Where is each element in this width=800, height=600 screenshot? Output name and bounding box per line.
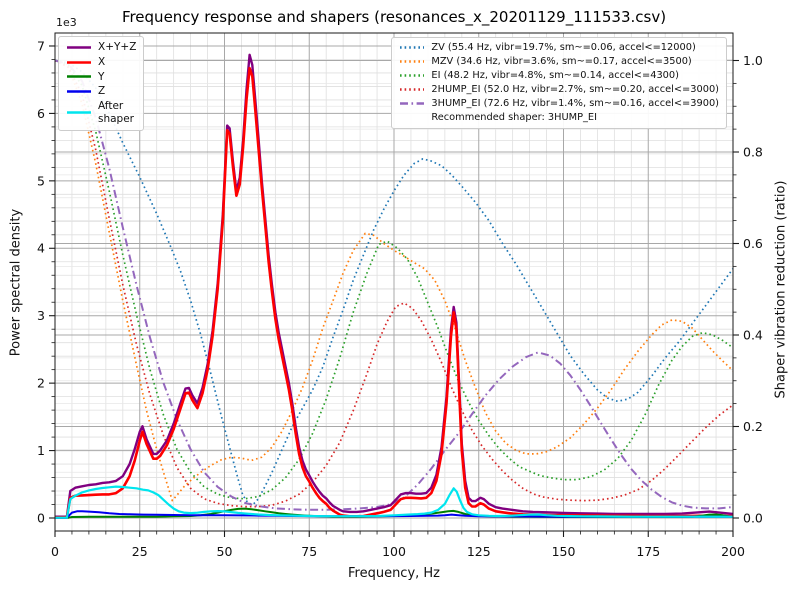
legend-label: Z [98, 85, 106, 98]
series-X-Y-Z [55, 53, 733, 518]
legend-line-swatch-icon [400, 60, 425, 64]
y-left-tick-label: 7 [37, 38, 45, 53]
legend-label: EI (48.2 Hz, vibr=4.8%, sm~=0.14, accel<… [431, 69, 679, 81]
legend-label: X+Y+Z [98, 41, 137, 53]
y-right-tick-label: 0.8 [743, 144, 763, 159]
y-left-tick-label: 0 [37, 510, 45, 525]
y-left-tick-label: 5 [37, 173, 45, 188]
x-tick-label: 200 [721, 544, 745, 559]
legend-label: After shaper [98, 100, 135, 125]
legend-item: 3HUMP_EI (72.6 Hz, vibr=1.4%, sm~=0.16, … [399, 98, 719, 110]
x-tick-label: 175 [636, 544, 660, 559]
y-right-tick-label: 0.4 [743, 327, 763, 342]
y-right-tick-label: 0.0 [743, 510, 763, 525]
series-After-shaper [55, 485, 733, 519]
x-tick-label: 25 [132, 544, 148, 559]
series-MZV [55, 59, 733, 502]
legend-label: ZV (55.4 Hz, vibr=19.7%, sm~=0.06, accel… [431, 42, 696, 53]
legend-label: MZV (34.6 Hz, vibr=3.6%, sm~=0.17, accel… [431, 55, 692, 67]
tick-marks [49, 45, 739, 537]
legend-label: Y [98, 70, 105, 83]
legend-psd-series: X+Y+Z X Y Z After shaper [58, 36, 145, 131]
y-left-tick-label: 2 [37, 376, 45, 391]
legend-label: X [98, 55, 106, 68]
legend-line-swatch-icon [67, 90, 91, 94]
series-EI [55, 59, 733, 500]
legend-item: X [66, 56, 136, 69]
legend-item: After shaper [66, 100, 136, 126]
legend-item: EI (48.2 Hz, vibr=4.8%, sm~=0.14, accel<… [399, 70, 719, 82]
legend-line-swatch-icon [67, 111, 91, 115]
x-tick-label: 0 [51, 544, 59, 559]
x-tick-label: 125 [467, 544, 491, 559]
y-left-tick-label: 6 [37, 106, 45, 121]
y-right-tick-label: 0.6 [743, 236, 763, 251]
y-left-tick-label: 4 [37, 241, 45, 256]
legend-shapers: ZV (55.4 Hz, vibr=19.7%, sm~=0.06, accel… [391, 37, 727, 129]
legend-label: 2HUMP_EI (52.0 Hz, vibr=2.7%, sm~=0.20, … [431, 83, 719, 95]
y-axis-label-right: Shaper vibration reduction (ratio) [773, 180, 789, 399]
y-axis-offset-text: 1e3 [56, 16, 77, 29]
legend-line-swatch-icon [400, 102, 425, 106]
x-tick-label: 150 [552, 544, 576, 559]
chart-title: Frequency response and shapers (resonanc… [121, 8, 667, 26]
legend-item: MZV (34.6 Hz, vibr=3.6%, sm~=0.17, accel… [399, 56, 719, 68]
legend-line-swatch-icon [67, 75, 91, 79]
legend-line-swatch-icon [67, 46, 91, 49]
legend-line-swatch-icon [400, 46, 425, 50]
legend-line-swatch-icon [400, 88, 425, 92]
series-3HUMP-EI [55, 59, 733, 511]
x-tick-label: 75 [301, 544, 317, 559]
legend-item: 2HUMP_EI (52.0 Hz, vibr=2.7%, sm~=0.20, … [399, 84, 719, 96]
x-tick-label: 50 [217, 544, 233, 559]
x-tick-label: 100 [382, 544, 406, 559]
legend-item: X+Y+Z [66, 41, 136, 54]
legend-item: Y [66, 71, 136, 84]
x-axis-label: Frequency, Hz [347, 566, 441, 581]
legend-line-swatch-icon [400, 74, 425, 78]
y-right-tick-label: 0.2 [743, 419, 763, 434]
y-right-tick-label: 1.0 [743, 53, 763, 68]
y-left-tick-label: 1 [37, 443, 45, 458]
series-ZV [55, 59, 733, 506]
series-lines [55, 53, 733, 519]
y-left-tick-label: 3 [37, 308, 45, 323]
y-axis-label-left: Power spectral density [8, 208, 24, 357]
legend-item: ZV (55.4 Hz, vibr=19.7%, sm~=0.06, accel… [399, 42, 719, 54]
recommended-shaper-text: Recommended shaper: 3HUMP_EI [431, 111, 598, 123]
legend-line-swatch-icon [67, 60, 91, 64]
legend-footer: Recommended shaper: 3HUMP_EI [399, 112, 719, 124]
legend-label: 3HUMP_EI (72.6 Hz, vibr=1.4%, sm~=0.16, … [431, 97, 719, 109]
legend-item: Z [66, 85, 136, 98]
series-X [55, 66, 733, 519]
